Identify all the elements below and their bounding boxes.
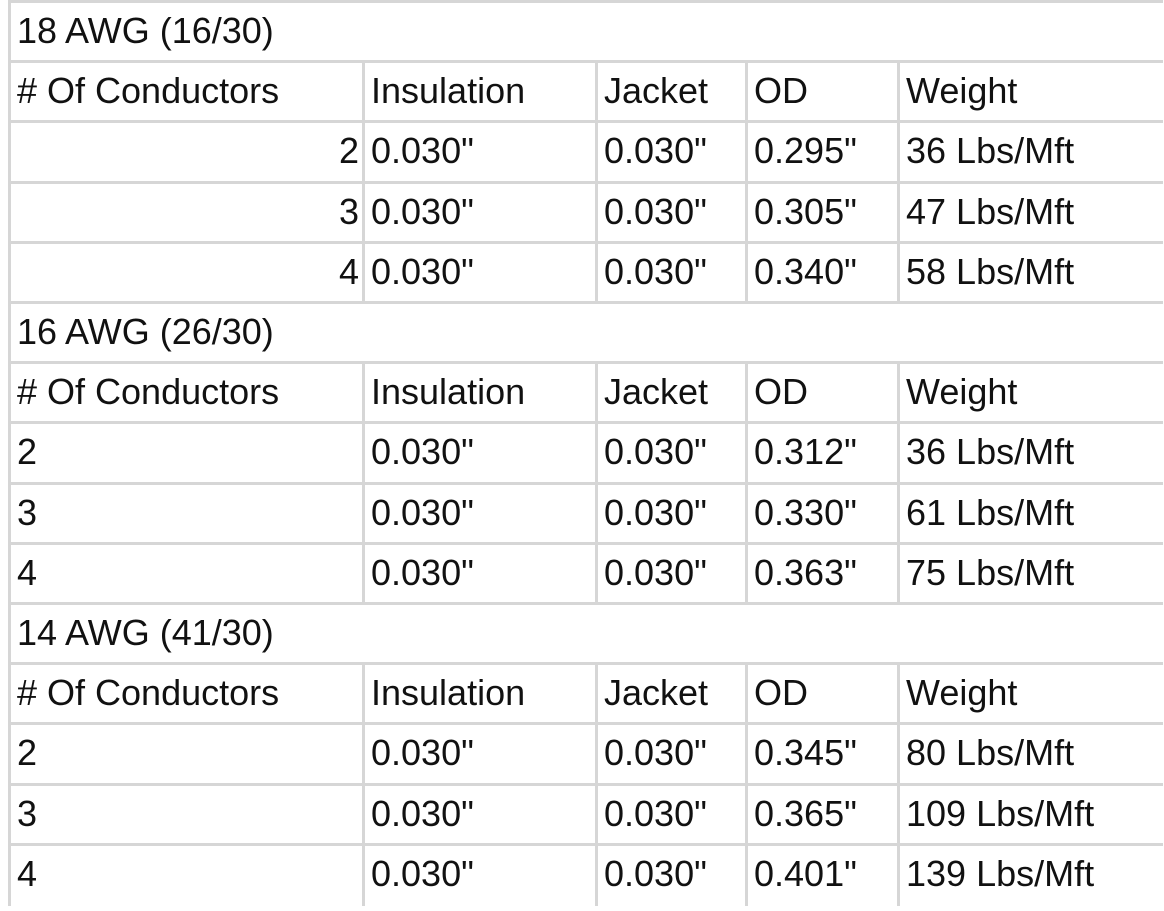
data-cell: 0.030" xyxy=(595,782,748,846)
data-cell: 0.401" xyxy=(745,842,900,906)
header-cell: Jacket xyxy=(595,361,748,425)
header-cell: Insulation xyxy=(362,662,598,726)
data-cell: 36 Lbs/Mft xyxy=(897,421,1163,485)
header-cell: Weight xyxy=(897,60,1163,124)
data-cell: 0.030" xyxy=(362,722,598,786)
data-cell: 0.295" xyxy=(745,120,900,184)
data-cell: 3 xyxy=(8,481,365,545)
data-cell: 36 Lbs/Mft xyxy=(897,120,1163,184)
data-cell: 0.030" xyxy=(595,240,748,304)
data-cell: 61 Lbs/Mft xyxy=(897,481,1163,545)
data-cell: 3 xyxy=(8,180,365,244)
header-cell: # Of Conductors xyxy=(8,662,365,726)
data-cell: 0.030" xyxy=(362,120,598,184)
section-title: 16 AWG (26/30) xyxy=(8,301,1163,365)
data-cell: 0.030" xyxy=(595,541,748,605)
data-cell: 139 Lbs/Mft xyxy=(897,842,1163,906)
data-cell: 0.330" xyxy=(745,481,900,545)
header-cell: Weight xyxy=(897,662,1163,726)
header-cell: # Of Conductors xyxy=(8,361,365,425)
data-cell: 0.030" xyxy=(595,180,748,244)
header-cell: # Of Conductors xyxy=(8,60,365,124)
data-cell: 0.030" xyxy=(362,842,598,906)
header-cell: OD xyxy=(745,361,900,425)
data-cell: 0.030" xyxy=(362,782,598,846)
data-cell: 3 xyxy=(8,782,365,846)
data-cell: 2 xyxy=(8,421,365,485)
data-cell: 2 xyxy=(8,120,365,184)
data-cell: 0.030" xyxy=(362,421,598,485)
data-cell: 4 xyxy=(8,842,365,906)
data-cell: 2 xyxy=(8,722,365,786)
data-cell: 0.340" xyxy=(745,240,900,304)
header-cell: OD xyxy=(745,662,900,726)
data-cell: 0.345" xyxy=(745,722,900,786)
header-cell: Weight xyxy=(897,361,1163,425)
data-cell: 0.030" xyxy=(595,120,748,184)
data-cell: 4 xyxy=(8,541,365,605)
header-cell: Insulation xyxy=(362,60,598,124)
data-cell: 0.030" xyxy=(595,842,748,906)
header-cell: Jacket xyxy=(595,662,748,726)
header-cell: OD xyxy=(745,60,900,124)
data-cell: 0.363" xyxy=(745,541,900,605)
header-cell: Insulation xyxy=(362,361,598,425)
data-cell: 0.030" xyxy=(362,180,598,244)
header-cell: Jacket xyxy=(595,60,748,124)
data-cell: 0.030" xyxy=(362,481,598,545)
data-cell: 58 Lbs/Mft xyxy=(897,240,1163,304)
data-cell: 109 Lbs/Mft xyxy=(897,782,1163,846)
data-cell: 0.030" xyxy=(362,240,598,304)
data-cell: 0.030" xyxy=(595,481,748,545)
data-cell: 47 Lbs/Mft xyxy=(897,180,1163,244)
data-cell: 75 Lbs/Mft xyxy=(897,541,1163,605)
data-cell: 0.365" xyxy=(745,782,900,846)
data-cell: 0.030" xyxy=(595,421,748,485)
data-cell: 0.305" xyxy=(745,180,900,244)
data-cell: 4 xyxy=(8,240,365,304)
section-title: 14 AWG (41/30) xyxy=(8,602,1163,666)
data-cell: 0.312" xyxy=(745,421,900,485)
section-title: 18 AWG (16/30) xyxy=(8,0,1163,64)
data-cell: 80 Lbs/Mft xyxy=(897,722,1163,786)
data-cell: 0.030" xyxy=(362,541,598,605)
data-cell: 0.030" xyxy=(595,722,748,786)
